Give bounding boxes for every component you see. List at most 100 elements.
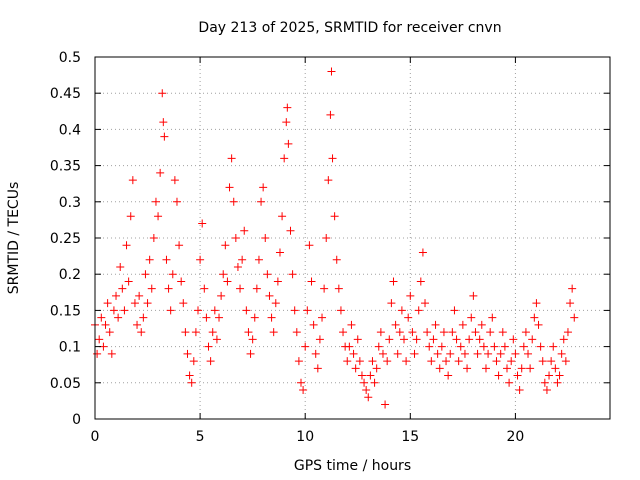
- data-point: [381, 400, 390, 409]
- data-point: [139, 313, 148, 322]
- data-point: [433, 349, 442, 358]
- data-point: [238, 255, 247, 264]
- data-point: [486, 328, 495, 337]
- data-point: [280, 154, 289, 163]
- data-point: [421, 299, 430, 308]
- data-point: [530, 313, 539, 322]
- data-point: [498, 328, 507, 337]
- data-point: [364, 393, 373, 402]
- data-point: [159, 118, 168, 127]
- x-tick-label: 10: [296, 429, 314, 445]
- data-point: [158, 89, 167, 98]
- data-point: [250, 313, 259, 322]
- data-point: [378, 349, 387, 358]
- data-point: [534, 320, 543, 329]
- data-point: [128, 176, 137, 185]
- data-point: [431, 320, 440, 329]
- data-point: [229, 197, 238, 206]
- y-tick-labels: 0 0.05 0.1 0.15 0.2 0.25 0.3 0.35 0.4 0.45 0.5: [50, 50, 81, 428]
- y-tick-label: 0.15: [50, 303, 81, 319]
- data-point: [233, 262, 242, 271]
- data-point: [225, 183, 234, 192]
- data-point: [406, 291, 415, 300]
- data-point: [488, 313, 497, 322]
- data-point: [252, 284, 261, 293]
- data-point: [515, 386, 524, 395]
- data-point: [105, 328, 114, 337]
- data-point: [339, 328, 348, 337]
- data-point: [559, 335, 568, 344]
- data-point: [185, 371, 194, 380]
- data-point: [166, 306, 175, 315]
- data-point: [242, 306, 251, 315]
- data-point: [475, 335, 484, 344]
- data-point: [301, 342, 310, 351]
- data-point: [353, 335, 362, 344]
- data-point: [374, 342, 383, 351]
- data-point: [416, 277, 425, 286]
- data-point: [391, 320, 400, 329]
- data-point: [175, 241, 184, 250]
- data-point: [147, 284, 156, 293]
- x-tick-label: 5: [196, 429, 205, 445]
- y-axis-label: SRMTID / TECUs: [6, 182, 22, 295]
- data-point: [107, 349, 116, 358]
- data-point: [191, 328, 200, 337]
- data-point: [437, 342, 446, 351]
- data-point: [294, 357, 303, 366]
- data-point: [263, 270, 272, 279]
- data-point: [517, 364, 526, 373]
- x-tick-labels: 0 5 10 15 20: [91, 429, 525, 445]
- data-point: [507, 357, 516, 366]
- data-point: [109, 306, 118, 315]
- data-point: [269, 328, 278, 337]
- data-point: [360, 378, 369, 387]
- data-point: [286, 226, 295, 235]
- data-point: [313, 364, 322, 373]
- data-point: [393, 349, 402, 358]
- data-point: [505, 378, 514, 387]
- data-point: [513, 371, 522, 380]
- data-point: [170, 176, 179, 185]
- data-point: [511, 349, 520, 358]
- data-point: [299, 386, 308, 395]
- data-point: [116, 262, 125, 271]
- data-point: [351, 364, 360, 373]
- data-point: [126, 212, 135, 221]
- data-point: [519, 342, 528, 351]
- data-point: [448, 328, 457, 337]
- data-point: [135, 291, 144, 300]
- data-point: [160, 132, 169, 141]
- data-point: [236, 284, 245, 293]
- data-point: [402, 357, 411, 366]
- data-point: [547, 357, 556, 366]
- data-point: [303, 306, 312, 315]
- data-point: [297, 378, 305, 387]
- data-point: [204, 342, 213, 351]
- data-point: [362, 386, 371, 395]
- y-tick-label: 0: [72, 412, 81, 428]
- x-tick-label: 20: [506, 429, 524, 445]
- data-point: [395, 328, 404, 337]
- data-point: [305, 241, 314, 250]
- data-point: [500, 342, 509, 351]
- data-point: [254, 255, 263, 264]
- data-point: [267, 313, 276, 322]
- data-point: [97, 313, 106, 322]
- data-point: [458, 320, 467, 329]
- data-point: [93, 349, 102, 358]
- data-point: [257, 197, 266, 206]
- data-point: [397, 306, 406, 315]
- y-tick-label: 0.05: [50, 376, 81, 392]
- data-point: [389, 277, 398, 286]
- data-point: [471, 328, 480, 337]
- data-point: [206, 357, 215, 366]
- data-point: [133, 320, 142, 329]
- data-point: [536, 342, 545, 351]
- data-point: [542, 386, 551, 395]
- data-point: [327, 67, 336, 76]
- data-point: [124, 277, 133, 286]
- data-point: [528, 335, 537, 344]
- data-point: [309, 320, 318, 329]
- data-point: [423, 328, 432, 337]
